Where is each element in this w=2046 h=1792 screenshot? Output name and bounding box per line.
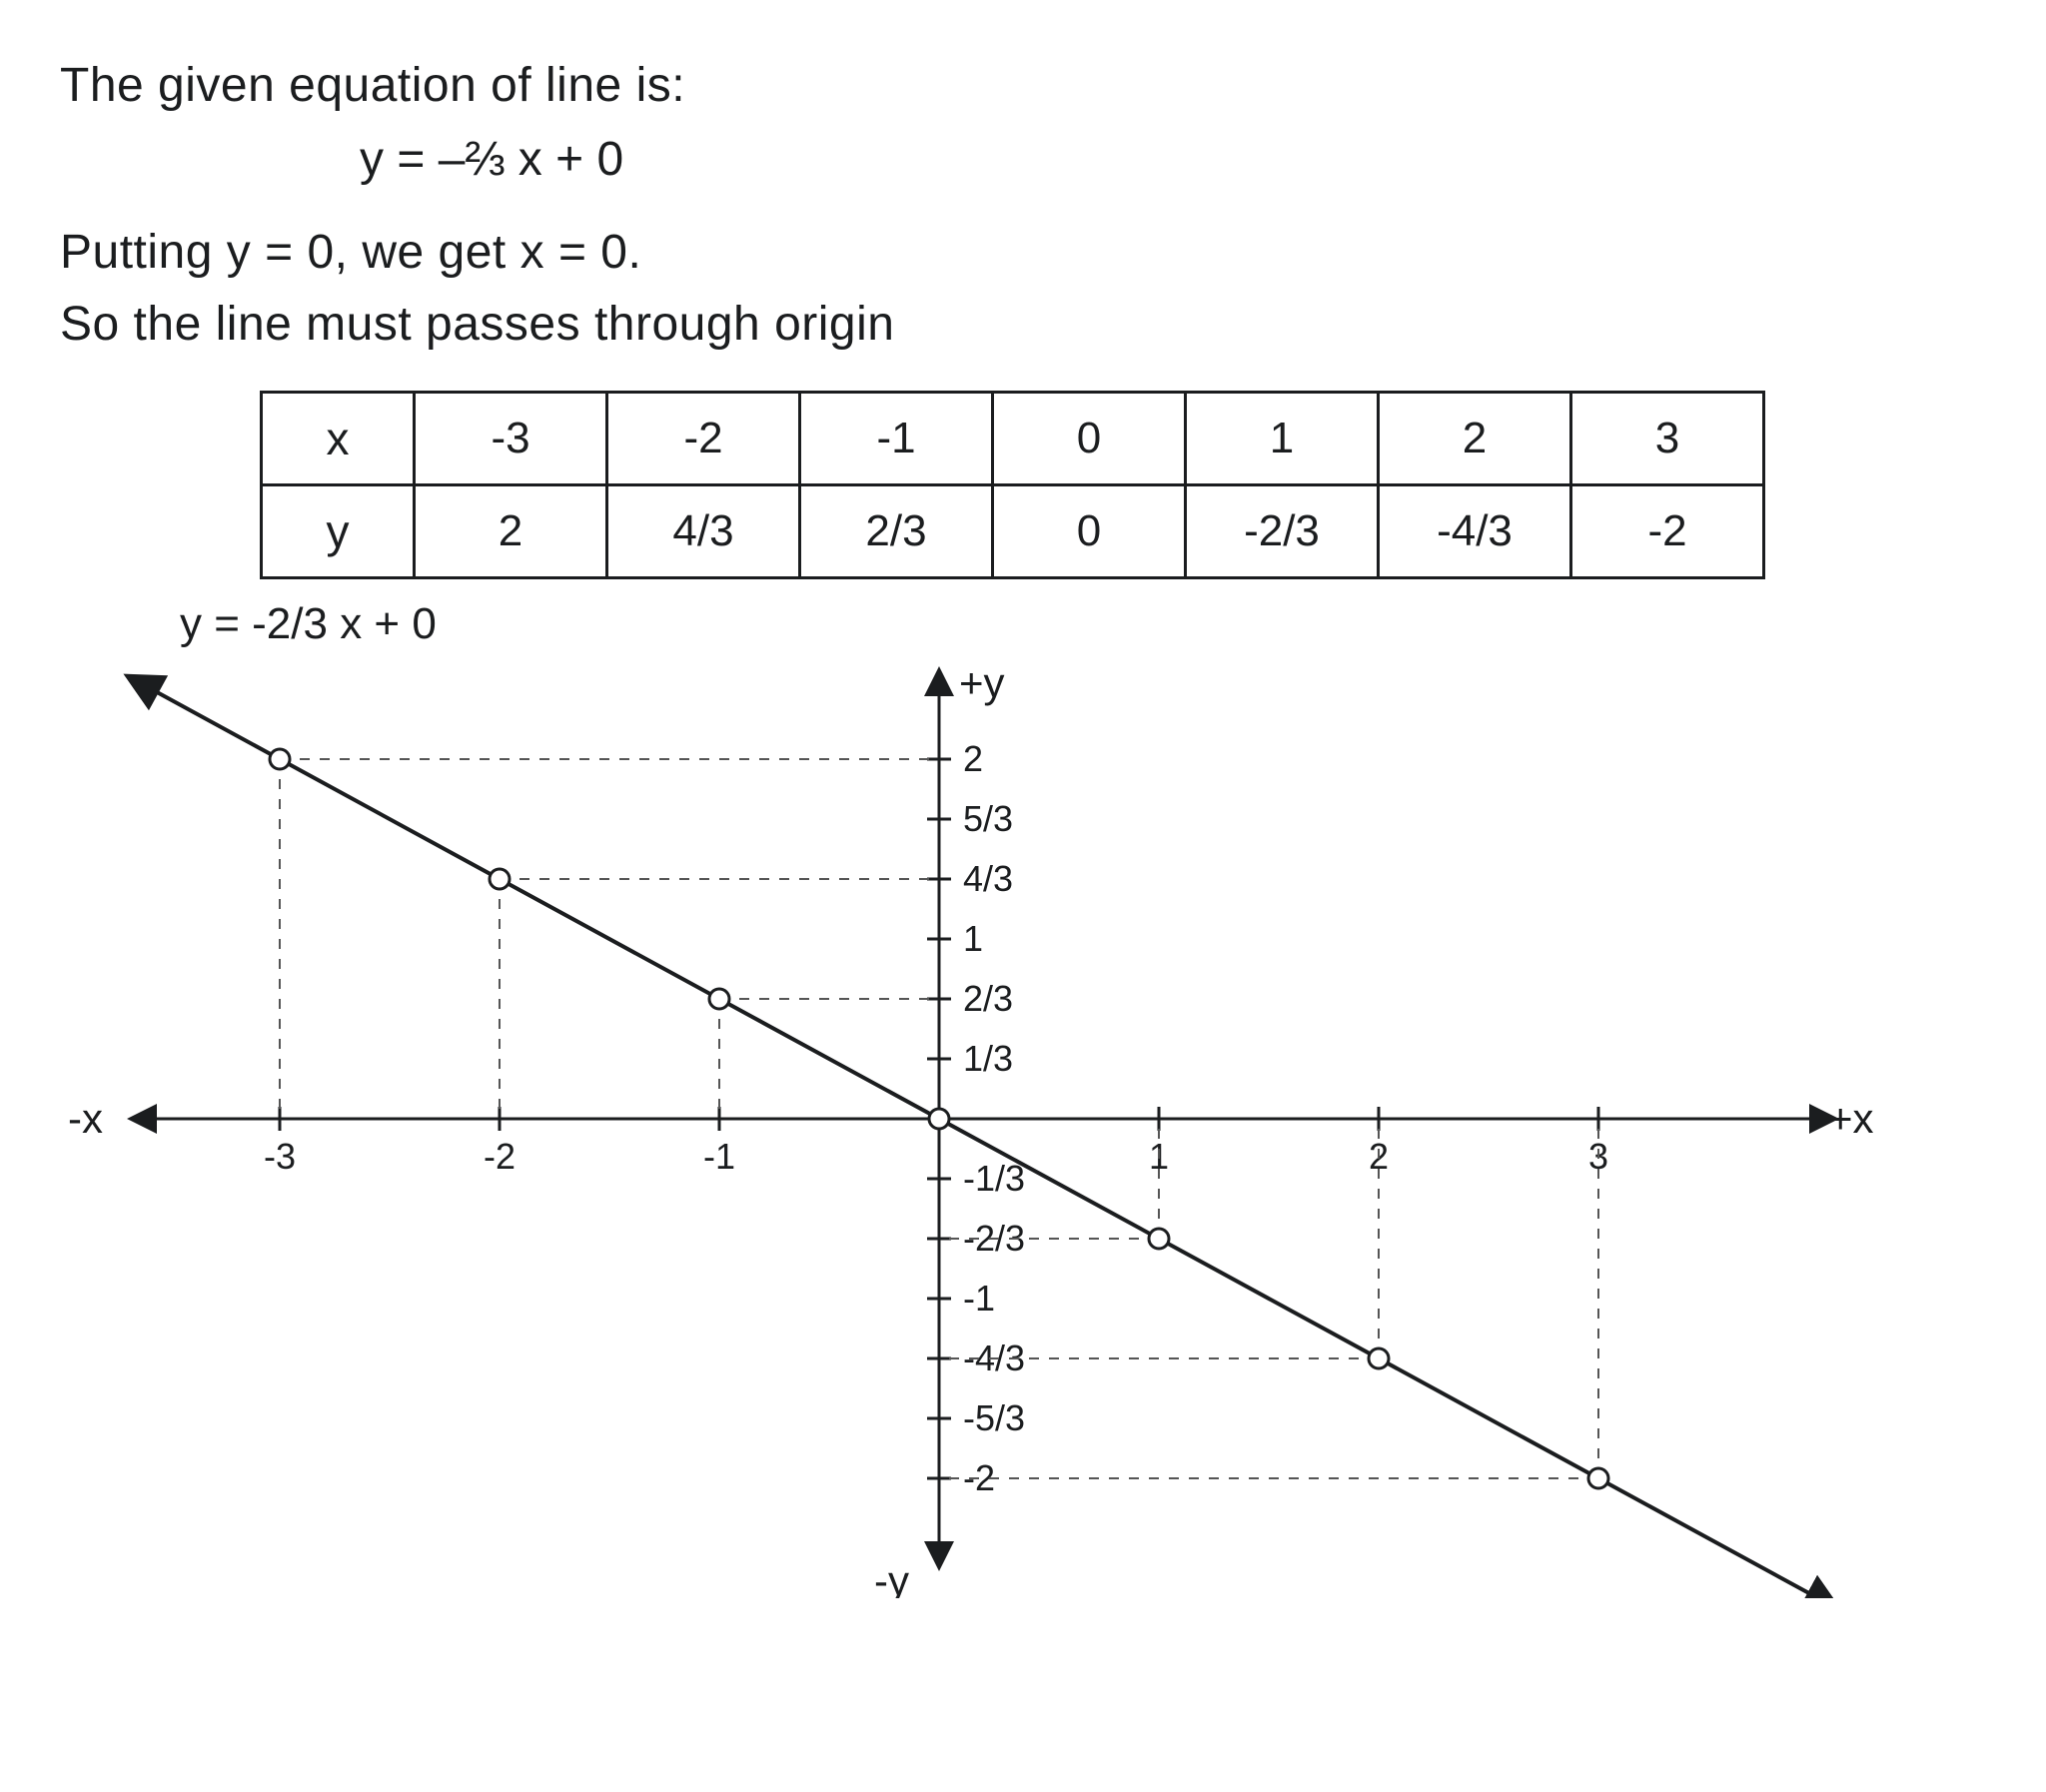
title-line: The given equation of line is: <box>60 50 1986 122</box>
row-label-x: x <box>262 393 415 485</box>
svg-text:2/3: 2/3 <box>963 978 1013 1019</box>
table-cell: -2 <box>607 393 800 485</box>
table-cell: 0 <box>993 485 1186 578</box>
table-row: y 2 4/3 2/3 0 -2/3 -4/3 -2 <box>262 485 1764 578</box>
table-cell: 2 <box>1379 393 1571 485</box>
svg-text:1/3: 1/3 <box>963 1038 1013 1079</box>
table-row: x -3 -2 -1 0 1 2 3 <box>262 393 1764 485</box>
chart-title: y = -2/3 x + 0 <box>180 599 437 649</box>
svg-text:-1: -1 <box>963 1278 995 1319</box>
table-cell: -2 <box>1571 485 1764 578</box>
row-label-y: y <box>262 485 415 578</box>
svg-text:-1: -1 <box>703 1136 735 1177</box>
table-cell: -4/3 <box>1379 485 1571 578</box>
line-chart: y = -2/3 x + 0 +x-x+y-y-3-2-1123-2-5/3-4… <box>60 599 1958 1598</box>
table-cell: 2/3 <box>800 485 993 578</box>
equation: y = –⅔ x + 0 <box>360 132 1986 187</box>
svg-text:-y: -y <box>874 1557 909 1598</box>
svg-text:-5/3: -5/3 <box>963 1397 1025 1438</box>
svg-text:-x: -x <box>68 1095 103 1142</box>
svg-text:5/3: 5/3 <box>963 798 1013 839</box>
svg-text:-1/3: -1/3 <box>963 1158 1025 1199</box>
substitution-line-1: Putting y = 0, we get x = 0. <box>60 217 1986 289</box>
svg-text:4/3: 4/3 <box>963 858 1013 899</box>
chart-svg: +x-x+y-y-3-2-1123-2-5/3-4/3-1-2/3-1/31/3… <box>60 599 1958 1598</box>
table-cell: -3 <box>415 393 607 485</box>
table-cell: -2/3 <box>1186 485 1379 578</box>
svg-text:-3: -3 <box>264 1136 296 1177</box>
table-cell: 1 <box>1186 393 1379 485</box>
svg-text:1: 1 <box>963 918 983 959</box>
table-cell: 2 <box>415 485 607 578</box>
xy-table: x -3 -2 -1 0 1 2 3 y 2 4/3 2/3 0 -2/3 -4… <box>260 391 1765 579</box>
svg-text:2: 2 <box>963 738 983 779</box>
page: The given equation of line is: y = –⅔ x … <box>0 0 2046 1792</box>
svg-text:-2: -2 <box>484 1136 515 1177</box>
table-cell: 4/3 <box>607 485 800 578</box>
substitution-line-2: So the line must passes through origin <box>60 289 1986 361</box>
table-cell: 0 <box>993 393 1186 485</box>
svg-text:+y: +y <box>959 659 1005 706</box>
table-cell: -1 <box>800 393 993 485</box>
svg-text:+x: +x <box>1828 1095 1874 1142</box>
data-table: x -3 -2 -1 0 1 2 3 y 2 4/3 2/3 0 -2/3 -4… <box>260 391 1986 579</box>
table-cell: 3 <box>1571 393 1764 485</box>
